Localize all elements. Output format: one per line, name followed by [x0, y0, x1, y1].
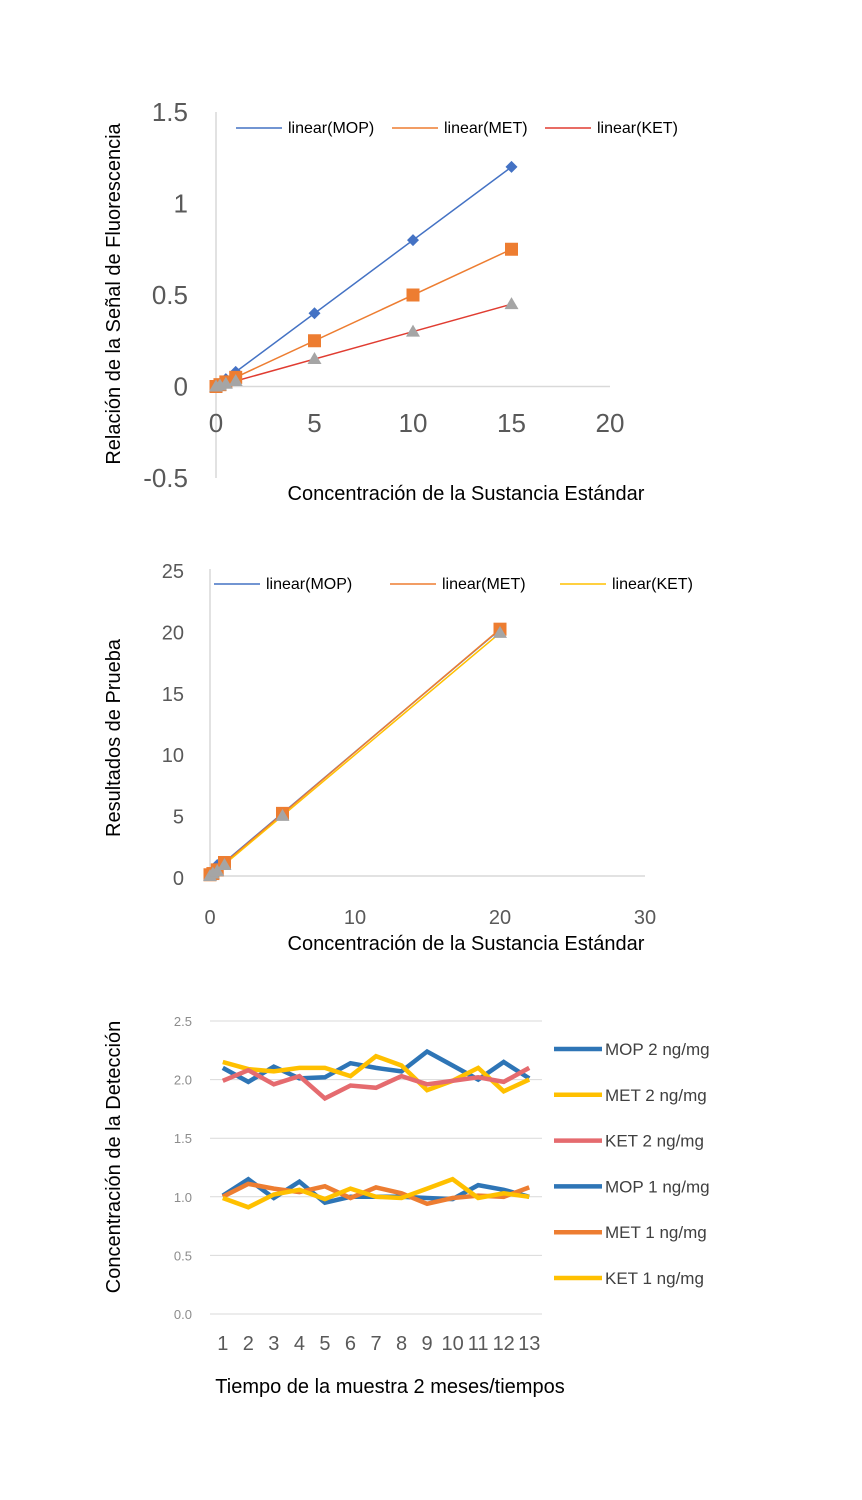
x-tick-label: 6 [345, 1333, 356, 1355]
legend-label: linear(KET) [597, 120, 678, 137]
y-tick-label: 10 [162, 745, 184, 767]
x-tick-label: 4 [294, 1333, 305, 1355]
data-point-mop [505, 160, 518, 173]
y-tick-label: 0.5 [152, 280, 188, 310]
y-axis-title: Resultados de Prueba [103, 638, 125, 837]
series-line-met-2-ng-mg [222, 1053, 531, 1094]
data-point-ket [307, 352, 322, 365]
x-tick-label: 2 [243, 1333, 254, 1355]
y-tick-label: -0.5 [143, 463, 188, 493]
y-tick-label: 1.5 [152, 97, 188, 127]
x-tick-label: 10 [344, 907, 366, 929]
x-tick-label: 7 [370, 1333, 381, 1355]
x-tick-label: 5 [319, 1333, 330, 1355]
y-axis-title: Concentración de la Detección [103, 1021, 125, 1293]
legend-label: MOP 1 ng/mg [605, 1177, 710, 1196]
x-tick-label: 15 [497, 408, 526, 438]
x-axis-title: Tiempo de la muestra 2 meses/tiempos [215, 1376, 564, 1398]
data-point-ket [210, 864, 225, 877]
data-point-met [406, 288, 420, 302]
data-point-met [308, 334, 321, 348]
legend-label: MET 2 ng/mg [605, 1086, 707, 1105]
x-tick-label: 5 [307, 408, 321, 438]
trendline-ket [209, 632, 501, 878]
legend-label: linear(MOP) [266, 576, 352, 593]
x-tick-label: 30 [634, 907, 656, 929]
y-tick-label: 0 [173, 868, 184, 890]
series-line-ket-1-ng-mg [222, 1176, 530, 1210]
y-tick-label: 0.0 [174, 1307, 192, 1322]
x-tick-label: 0 [209, 408, 223, 438]
trendline-ket [215, 303, 512, 388]
x-tick-label: 10 [399, 408, 428, 438]
y-tick-label: 20 [162, 622, 184, 644]
data-point-ket [406, 324, 420, 337]
data-point-mop [308, 307, 321, 320]
data-point-ket [275, 808, 290, 821]
legend-label: linear(MOP) [288, 120, 374, 137]
data-point-met [505, 242, 518, 256]
legend-label: KET 1 ng/mg [605, 1269, 704, 1288]
trendline-met [215, 248, 512, 388]
trendline-mop [215, 166, 512, 388]
data-point-mop [407, 234, 419, 247]
y-tick-label: 1.0 [174, 1190, 192, 1205]
x-tick-label: 20 [489, 907, 511, 929]
x-tick-label: 10 [441, 1333, 463, 1355]
series-line-mop-2-ng-mg [221, 1048, 531, 1085]
y-tick-label: 1.5 [174, 1131, 192, 1146]
y-tick-label: 5 [173, 807, 184, 829]
y-tick-label: 1 [174, 189, 188, 219]
x-tick-label: 11 [468, 1333, 489, 1355]
legend-label: KET 2 ng/mg [605, 1132, 704, 1151]
x-tick-label: 8 [396, 1333, 407, 1355]
y-tick-label: 2.5 [174, 1014, 192, 1029]
x-axis-title: Concentración de la Sustancia Estándar [288, 933, 645, 955]
legend-label: linear(MET) [442, 576, 526, 593]
x-tick-label: 1 [217, 1333, 228, 1355]
x-tick-label: 0 [204, 907, 215, 929]
series-line-ket-2-ng-mg [221, 1065, 531, 1102]
data-point-ket [217, 857, 232, 870]
y-tick-label: 0 [174, 372, 188, 402]
y-axis-title: Relación de la Señal de Fluorescencia [103, 122, 125, 464]
y-tick-label: 2.0 [174, 1073, 192, 1088]
x-tick-label: 13 [518, 1333, 540, 1355]
data-point-ket [228, 374, 243, 387]
y-tick-label: 25 [162, 561, 184, 583]
legend-label: MET 1 ng/mg [605, 1223, 707, 1242]
trendline-met [209, 628, 501, 876]
chart-stability-over-time: 0.00.51.01.52.02.51 2 3 4 5 6 7 8 9 10 11 12 13Tiemp… [103, 1014, 710, 1398]
legend-label: MOP 2 ng/mg [605, 1040, 710, 1059]
data-point-ket [493, 625, 507, 638]
data-point-ket [504, 297, 519, 310]
x-axis-title: Concentración de la Sustancia Estándar [288, 483, 645, 505]
chart-test-results: 0 10 20 30 0 5 10 15 20 25 Concentración de la Sus… [103, 561, 693, 955]
legend-label: linear(KET) [612, 576, 693, 593]
y-tick-label: 0.5 [174, 1248, 192, 1263]
x-tick-label: 9 [422, 1333, 433, 1355]
legend-label: linear(MET) [444, 120, 528, 137]
y-tick-label: 15 [162, 684, 184, 706]
x-tick-label: 3 [268, 1333, 279, 1355]
x-tick-label: 12 [493, 1333, 515, 1355]
x-tick-label: 20 [596, 408, 625, 438]
chart-fluorescence-ratio: 0 5 10 15 20 -0.5 0 0.5 1 1.5 Concentración de la … [103, 97, 678, 505]
